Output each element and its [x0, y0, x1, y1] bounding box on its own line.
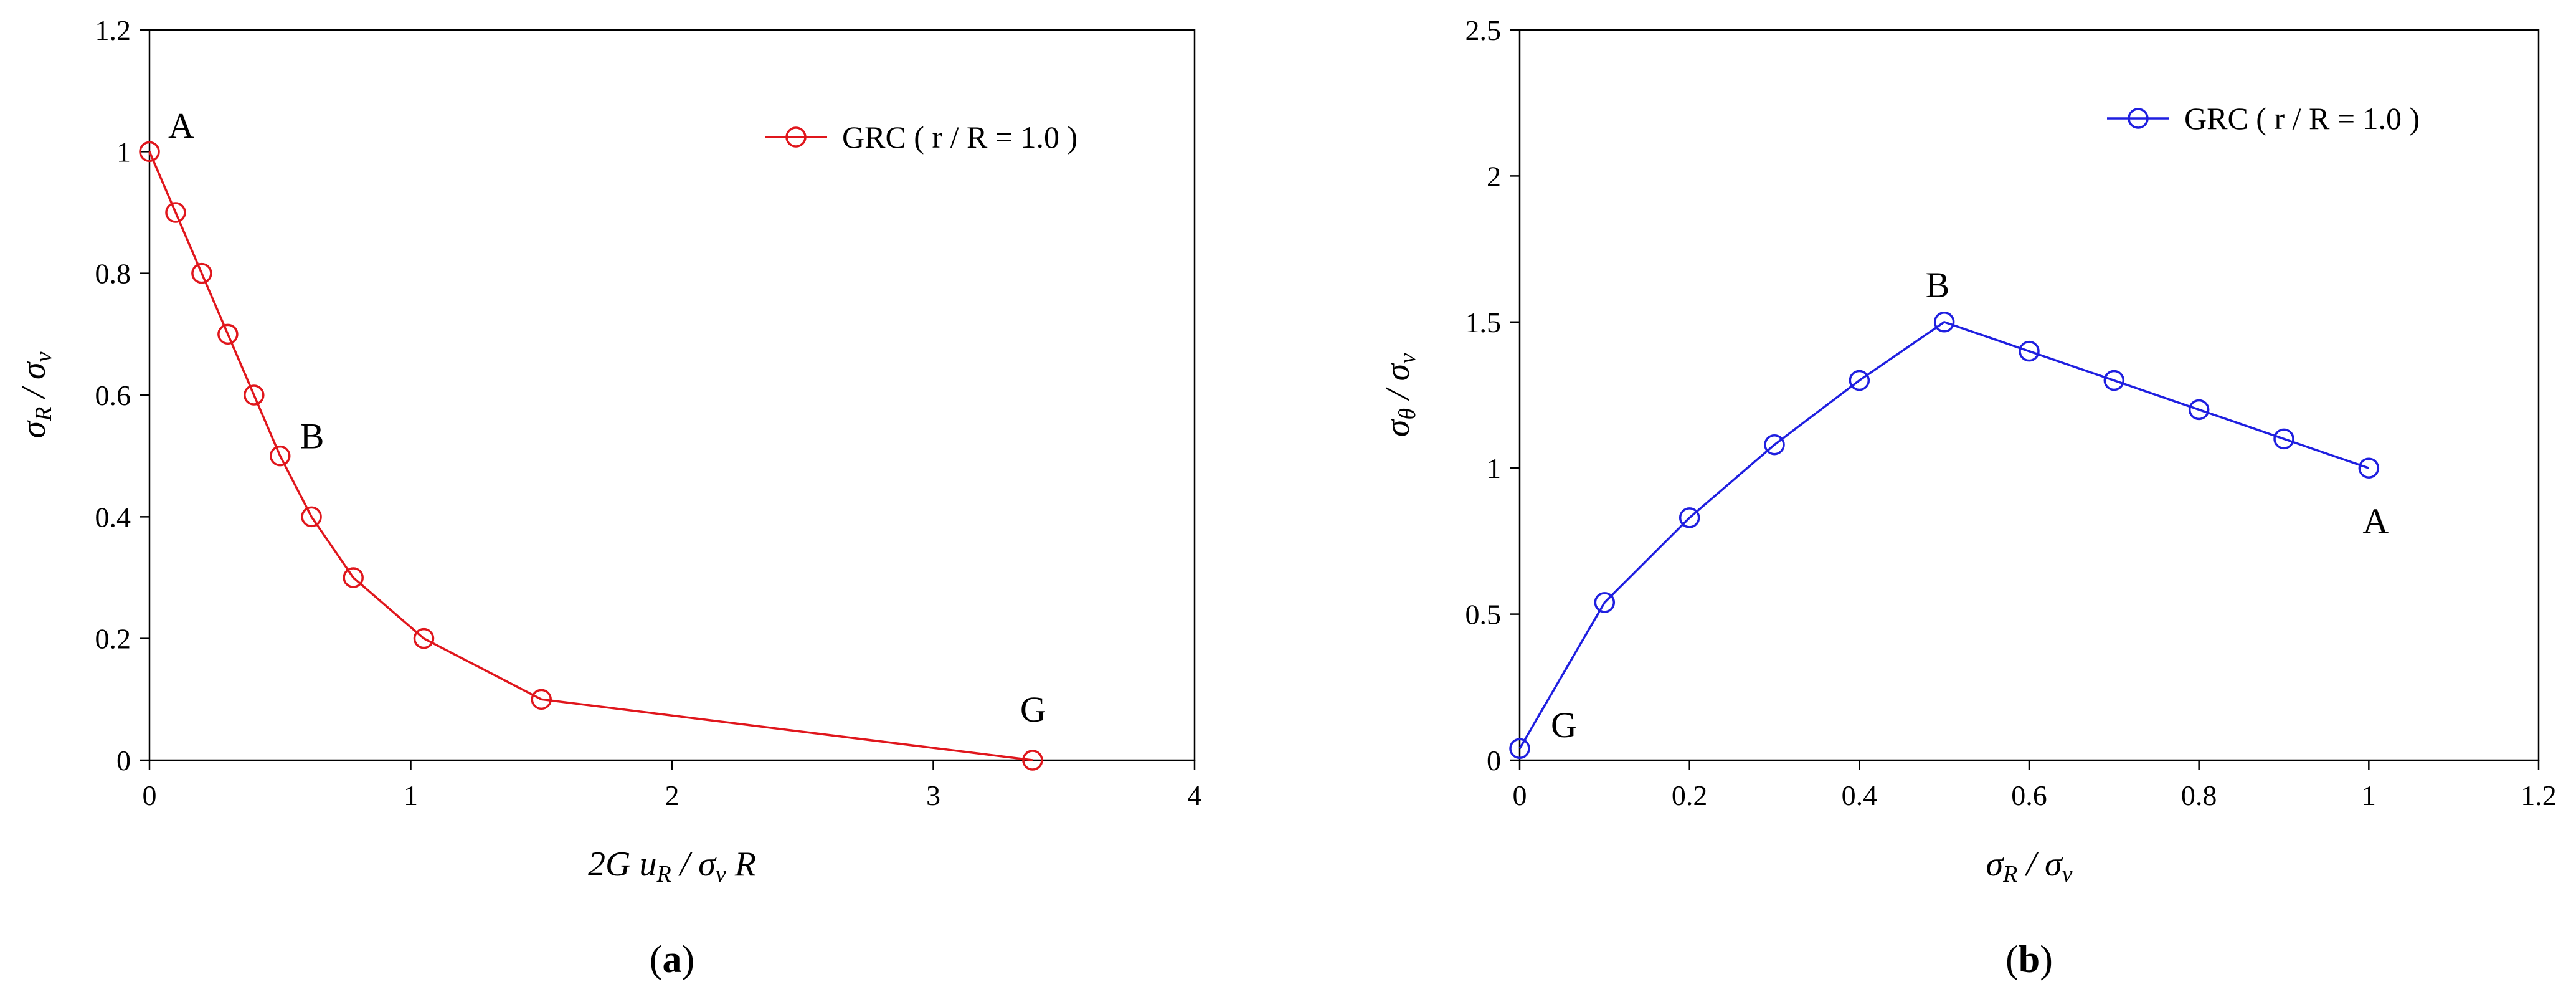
y-tick-label: 2.5: [1466, 14, 1502, 46]
label-part: / σ: [671, 845, 717, 884]
caption-letter: a: [663, 938, 682, 981]
data-point: [1679, 507, 1700, 528]
data-point: [343, 567, 364, 588]
data-point: [2188, 399, 2210, 421]
caption-letter: b: [2019, 938, 2040, 981]
point-annotation: G: [1551, 705, 1577, 745]
data-point: [2019, 340, 2040, 362]
label-part: / σ: [1378, 362, 1417, 408]
data-point: [270, 445, 291, 467]
label-subscript: R: [2002, 861, 2017, 887]
data-point: [2103, 370, 2125, 391]
label-subscript: R: [656, 861, 671, 887]
x-tick-label: 0: [143, 780, 157, 811]
chart-a: 0 1 2 3 400.20.40.60.811.22G uR / σv RσR / σ…: [14, 14, 1202, 981]
data-point: [1509, 738, 1530, 759]
x-tick-label: 0.2: [1672, 780, 1708, 811]
data-point: [1022, 750, 1043, 771]
label-part: / σ: [14, 361, 53, 407]
x-tick-label: 3: [926, 780, 940, 811]
label-subscript: v: [716, 861, 726, 887]
y-tick-label: 1.2: [95, 14, 131, 46]
series-line: [148, 151, 1033, 761]
data-point: [1764, 434, 1785, 456]
data-point: [1849, 370, 1870, 391]
legend-label: GRC ( r / R = 1.0 ): [842, 120, 1077, 155]
x-tick-label: 2: [665, 780, 680, 811]
y-tick-label: 0.8: [95, 258, 131, 290]
label-subscript: R: [31, 407, 57, 422]
x-tick-label: 0.6: [2011, 780, 2047, 811]
x-axis-label: 2G uR / σv R: [588, 845, 756, 887]
caption-paren: ): [682, 938, 695, 981]
label-subscript: v: [1395, 353, 1421, 364]
y-tick-label: 0.4: [95, 501, 131, 533]
label-part: R: [726, 845, 756, 884]
data-point: [139, 141, 160, 163]
label-subscript: v: [31, 351, 57, 362]
x-tick-label: 1.2: [2521, 780, 2557, 811]
y-tick-label: 1.5: [1466, 307, 1502, 338]
data-point: [2358, 457, 2380, 479]
label-part: σ: [14, 419, 53, 438]
legend-label: GRC ( r / R = 1.0 ): [2184, 101, 2420, 136]
point-annotation: B: [1926, 265, 1950, 305]
caption-paren: (: [2005, 938, 2019, 981]
point-annotation: A: [2362, 501, 2389, 541]
label-part: 2: [588, 845, 605, 884]
x-tick-label: 1: [404, 780, 418, 811]
data-point: [1594, 592, 1616, 613]
data-point: [531, 689, 552, 710]
caption-paren: ): [2040, 938, 2053, 981]
y-tick-label: 0: [1487, 745, 1501, 776]
y-axis-label: σR / σv: [14, 351, 57, 438]
y-tick-label: 0: [116, 745, 131, 776]
legend-marker: [785, 126, 807, 148]
label-subscript: θ: [1395, 408, 1421, 420]
subfigure-caption: (b): [2005, 938, 2053, 981]
caption-paren: (: [650, 938, 663, 981]
x-tick-label: 0.4: [1842, 780, 1878, 811]
data-point: [413, 627, 435, 649]
y-tick-label: 0.5: [1466, 599, 1502, 631]
subfigure-caption: (a): [650, 938, 694, 981]
data-point: [301, 506, 322, 528]
plot-frame: [1518, 29, 2540, 761]
y-tick-label: 0.2: [95, 623, 131, 655]
data-point: [217, 323, 239, 345]
label-subscript: v: [2062, 861, 2073, 887]
label-part: σ: [1986, 845, 2005, 884]
data-point: [1933, 312, 1955, 333]
y-tick-label: 1: [116, 136, 131, 168]
data-point: [165, 202, 186, 223]
x-tick-label: 0.8: [2181, 780, 2217, 811]
x-tick-label: 0: [1513, 780, 1527, 811]
y-tick-label: 2: [1487, 160, 1501, 192]
series-line: [1518, 320, 2369, 750]
label-part: / σ: [2017, 845, 2063, 884]
y-axis-label: σθ / σv: [1378, 353, 1421, 437]
x-axis-label: σR / σv: [1986, 845, 2073, 887]
legend-marker: [2128, 108, 2149, 129]
point-annotation: G: [1020, 689, 1046, 730]
x-tick-label: 1: [2362, 780, 2376, 811]
point-annotation: A: [168, 105, 194, 146]
y-tick-label: 0.6: [95, 379, 131, 411]
point-annotation: B: [300, 416, 324, 457]
data-point: [191, 262, 212, 284]
label-part: σ: [1378, 418, 1417, 437]
label-part: G u: [605, 845, 656, 884]
x-tick-label: 4: [1188, 780, 1202, 811]
data-point: [2273, 428, 2294, 450]
data-point: [244, 384, 265, 406]
y-tick-label: 1: [1487, 452, 1501, 484]
